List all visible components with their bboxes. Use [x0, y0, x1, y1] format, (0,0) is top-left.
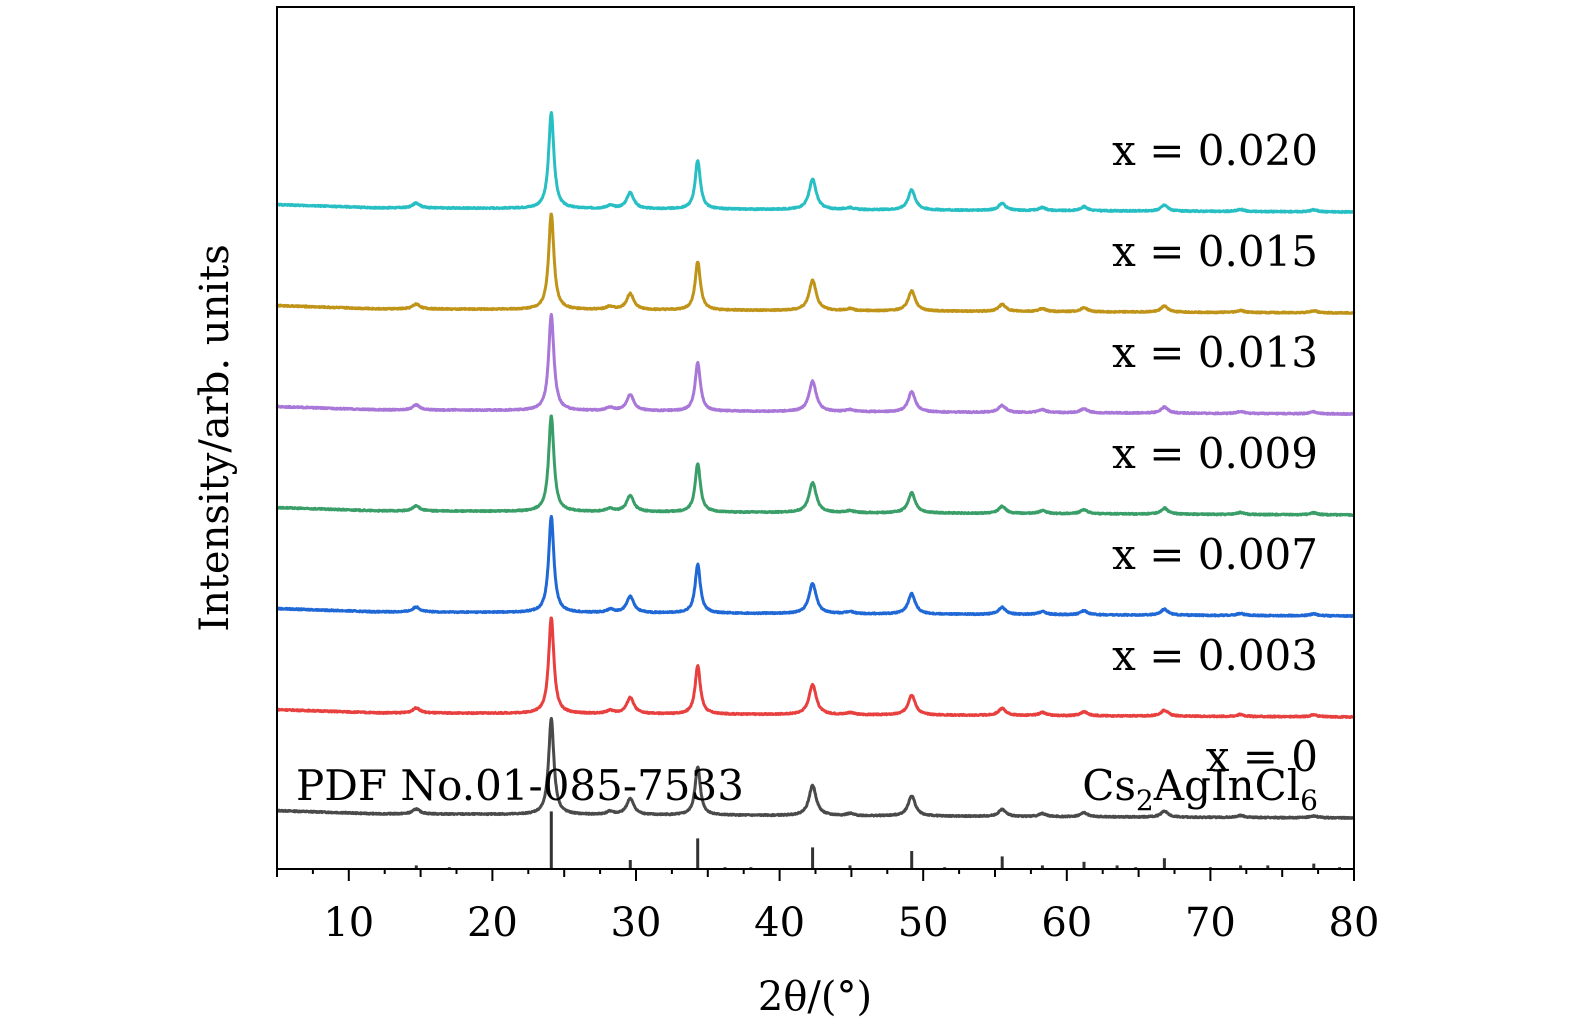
- x-axis: 10 20 30 40 50 60 70 80: [276, 869, 1380, 946]
- series-line-1: [275, 616, 1356, 719]
- compound-cs: Cs: [1082, 761, 1136, 810]
- series-line-4: [275, 312, 1356, 416]
- series-label-1: x = 0.003: [1112, 631, 1318, 680]
- compound-label: Cs2AgInCl6: [1082, 761, 1318, 817]
- series-line-5: [275, 212, 1356, 315]
- series-line-2: [275, 514, 1356, 618]
- series-label-3: x = 0.009: [1112, 429, 1318, 478]
- compound-sub-2: 2: [1136, 784, 1154, 817]
- series-line-6: [275, 111, 1356, 214]
- x-tick-label-50: 50: [898, 900, 949, 946]
- series-label-2: x = 0.007: [1112, 530, 1318, 579]
- y-axis-title: Intensity/arb. units: [192, 244, 238, 631]
- x-tick-label-80: 80: [1329, 900, 1380, 946]
- x-tick-label-30: 30: [611, 900, 662, 946]
- series-label-0: x = 0: [1206, 732, 1318, 781]
- x-tick-label-20: 20: [467, 900, 518, 946]
- reference-label: PDF No.01-085-7533: [296, 761, 744, 810]
- x-tick-label-60: 60: [1041, 900, 1092, 946]
- compound-aginCl: AgInCl: [1153, 761, 1300, 810]
- series-layer: [275, 111, 1356, 820]
- x-tick-label-40: 40: [754, 900, 805, 946]
- compound-sub-6: 6: [1300, 784, 1318, 817]
- x-axis-title: 2θ/(°): [758, 974, 872, 1020]
- series-line-0: [275, 716, 1356, 820]
- series-labels: x = 0 x = 0.003 x = 0.007 x = 0.009 x = 0.01…: [1112, 126, 1318, 781]
- series-label-4: x = 0.013: [1112, 328, 1318, 377]
- x-tick-label-70: 70: [1185, 900, 1236, 946]
- x-tick-label-10: 10: [323, 900, 374, 946]
- series-line-3: [275, 414, 1356, 517]
- series-label-5: x = 0.015: [1112, 227, 1318, 276]
- series-label-6: x = 0.020: [1112, 126, 1318, 175]
- reference-pattern: [414, 811, 1342, 869]
